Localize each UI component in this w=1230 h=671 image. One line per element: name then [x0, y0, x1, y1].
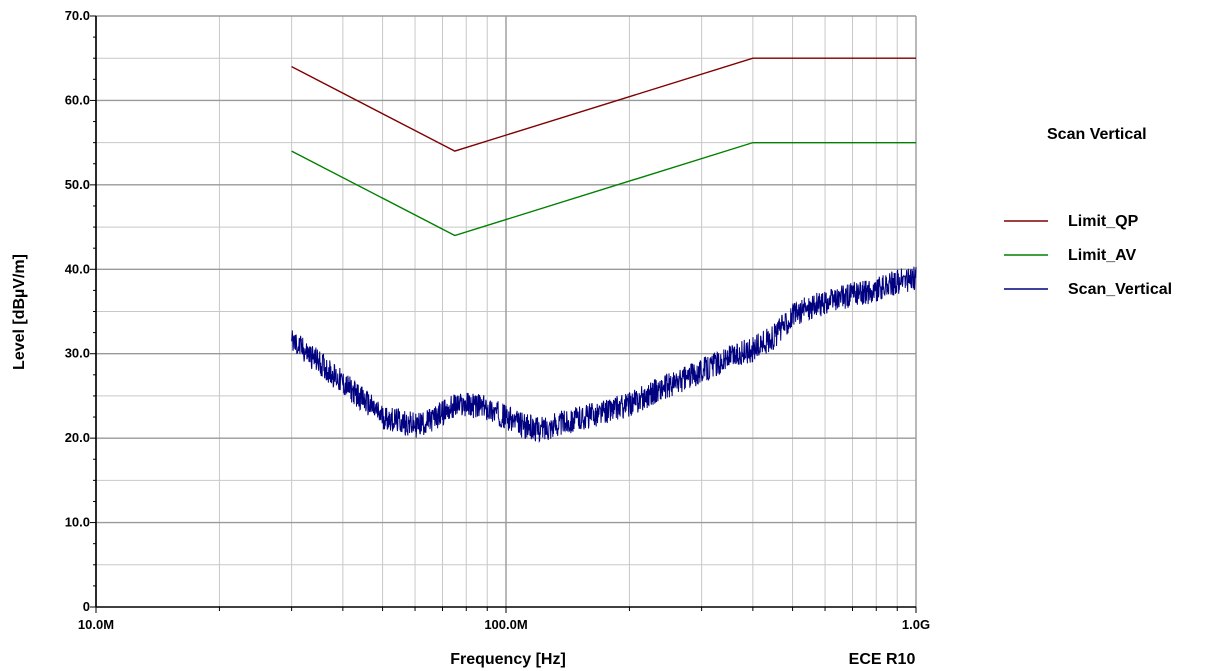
- chart-title: Scan Vertical: [1047, 126, 1147, 143]
- y-tick-label: 20.0: [65, 430, 90, 445]
- y-axis-title: Level [dBµV/m]: [11, 254, 28, 370]
- series-line-scan_vertical: [291, 266, 917, 443]
- tick-labels: 0 10.0 20.0 30.0 40.0 50.0 60.0 70.0 10.0M 100.0M…: [65, 8, 930, 632]
- legend-label: Limit_QP: [1068, 213, 1139, 230]
- y-tick-label: 60.0: [65, 92, 90, 107]
- series-line-limit_qp: [291, 57, 916, 152]
- y-tick-label: 0: [83, 599, 90, 614]
- legend: Limit_QP Limit_AV Scan_Vertical: [1004, 213, 1172, 298]
- y-tick-label: 10.0: [65, 515, 90, 530]
- y-tick-label: 30.0: [65, 346, 90, 361]
- x-tick-label: 10.0M: [78, 617, 114, 632]
- x-axis-title: Frequency [Hz]: [450, 651, 566, 668]
- legend-label: Limit_AV: [1068, 247, 1136, 264]
- series-line-limit_av: [291, 141, 916, 237]
- axes: [90, 15, 917, 613]
- standard-label: ECE R10: [849, 651, 916, 668]
- x-tick-label: 1.0G: [902, 617, 930, 632]
- series-layer: [291, 57, 917, 443]
- y-tick-label: 50.0: [65, 177, 90, 192]
- y-tick-label: 40.0: [65, 261, 90, 276]
- x-tick-label: 100.0M: [484, 617, 527, 632]
- legend-label: Scan_Vertical: [1068, 281, 1172, 298]
- y-tick-label: 70.0: [65, 8, 90, 23]
